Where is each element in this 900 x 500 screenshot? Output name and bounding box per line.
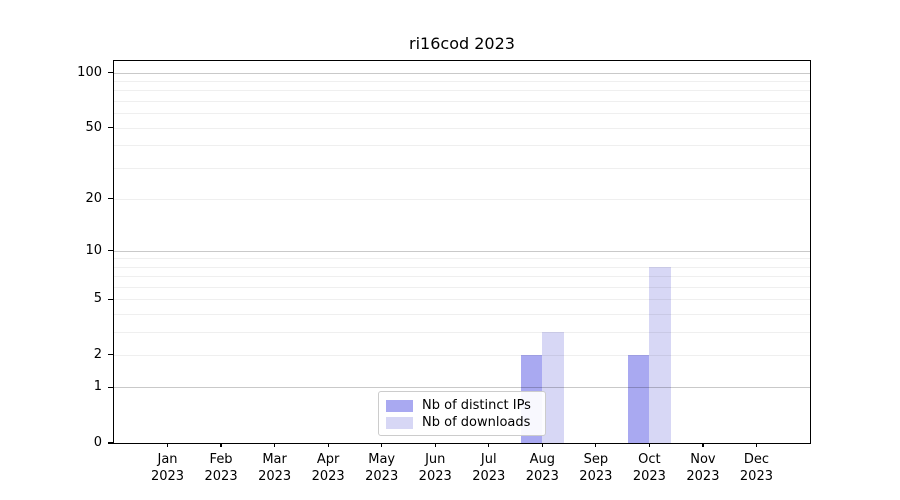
gridline-minor <box>114 167 810 169</box>
gridline-minor <box>114 113 810 115</box>
y-tick-label: 50 <box>85 119 102 135</box>
y-tick-mark <box>108 250 113 252</box>
y-tick-label: 0 <box>93 435 102 450</box>
chart-title: ri16cod 2023 <box>409 34 515 53</box>
legend-label-downloads: Nb of downloads <box>422 415 531 430</box>
x-tick-mark <box>755 443 758 447</box>
x-tick-label-aug: Aug 2023 <box>525 452 559 484</box>
y-tick-label: 1 <box>93 379 102 395</box>
x-tick-label-jun: Jun 2023 <box>418 452 452 484</box>
gridline-minor <box>114 127 810 129</box>
gridline-minor <box>114 331 810 333</box>
y-tick-label: 10 <box>85 242 102 258</box>
legend-swatch-distinct-ips <box>386 399 413 412</box>
legend-label-distinct-ips: Nb of distinct IPs <box>422 398 531 413</box>
gridline-minor <box>114 258 810 260</box>
x-tick-mark <box>327 443 329 447</box>
gridline-major <box>114 387 810 389</box>
x-tick-label-dec: Dec 2023 <box>739 452 773 484</box>
x-tick-label-sep: Sep 2023 <box>579 452 613 484</box>
gridline-minor <box>114 313 810 315</box>
x-tick-mark <box>595 443 597 447</box>
x-tick-label-oct: Oct 2023 <box>632 452 666 484</box>
gridline-minor <box>114 286 810 288</box>
gridline-minor <box>114 101 810 103</box>
x-tick-mark <box>381 443 383 447</box>
y-tick-mark <box>108 354 113 356</box>
y-tick-mark <box>108 127 113 129</box>
x-tick-mark <box>702 443 704 447</box>
gridline-minor <box>114 276 810 278</box>
legend-item-downloads: Nb of downloads <box>386 415 537 430</box>
y-tick-label: 100 <box>77 64 102 80</box>
y-tick-mark <box>108 386 113 388</box>
y-tick-mark <box>108 442 113 444</box>
x-tick-label-feb: Feb 2023 <box>204 452 238 484</box>
gridline-minor <box>114 266 810 268</box>
x-tick-label-jan: Jan 2023 <box>150 452 185 484</box>
y-tick-mark <box>108 198 113 200</box>
gridline-minor <box>114 145 810 147</box>
x-tick-label-may: May 2023 <box>365 452 399 484</box>
x-tick-mark <box>220 443 222 447</box>
x-tick-label-jul: Jul 2023 <box>472 452 506 484</box>
y-tick-label: 5 <box>93 291 102 307</box>
x-tick-mark <box>166 443 169 447</box>
legend-item-distinct-ips: Nb of distinct IPs <box>386 398 537 413</box>
x-tick-mark <box>648 443 650 447</box>
bar-distinct-ips-oct <box>627 354 650 443</box>
x-tick-label-nov: Nov 2023 <box>686 452 720 484</box>
x-tick-mark <box>434 443 436 447</box>
gridline-minor <box>114 299 810 301</box>
x-tick-label-apr: Apr 2023 <box>311 452 345 484</box>
x-tick-mark <box>541 443 543 447</box>
y-tick-mark <box>108 72 113 74</box>
gridline-major <box>114 250 810 252</box>
gridline-minor <box>114 198 810 200</box>
bar-downloads-oct <box>649 266 671 443</box>
legend: Nb of distinct IPs Nb of downloads <box>378 391 546 436</box>
x-tick-mark <box>274 443 276 447</box>
gridline-minor <box>114 81 810 83</box>
plot-area: Nb of distinct IPs Nb of downloads 0 1 2 5 1… <box>77 60 811 484</box>
y-tick-label: 20 <box>85 190 102 206</box>
legend-swatch-downloads <box>386 416 413 429</box>
x-tick-label-mar: Mar 2023 <box>258 452 292 484</box>
x-tick-mark <box>488 443 490 447</box>
gridline-minor <box>114 354 810 356</box>
gridline-minor <box>114 90 810 92</box>
gridline-major <box>114 72 810 74</box>
y-tick-label: 2 <box>93 346 102 362</box>
y-tick-mark <box>108 298 113 300</box>
